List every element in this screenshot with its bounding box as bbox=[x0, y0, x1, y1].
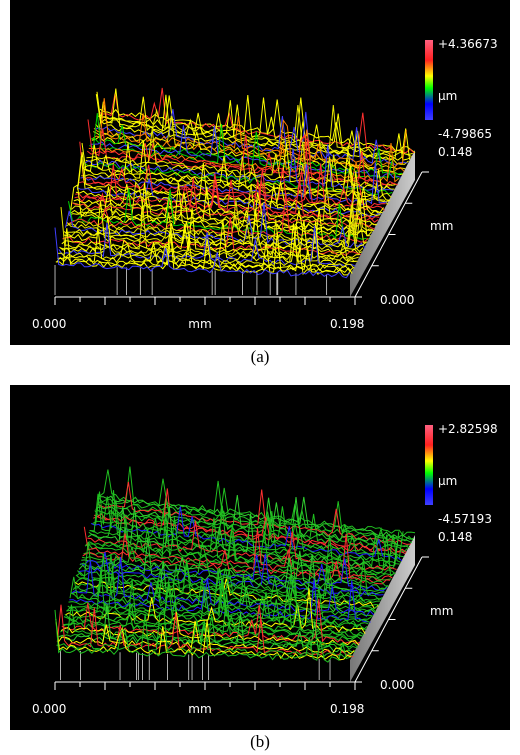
x-unit: mm bbox=[188, 702, 211, 716]
y-unit: mm bbox=[430, 604, 453, 618]
scale-max: +2.82598 bbox=[438, 422, 498, 436]
y-max: 0.148 bbox=[438, 145, 472, 159]
x-min: 0.000 bbox=[32, 702, 66, 716]
color-bar bbox=[425, 40, 433, 120]
x-min: 0.000 bbox=[32, 317, 66, 331]
panel: +4.36673 µm -4.79865 0.148 mm 0.000 0.000 mm 0.1… bbox=[10, 0, 510, 345]
caption: (a) bbox=[251, 347, 270, 366]
scale-min: -4.79865 bbox=[438, 127, 492, 141]
x-unit: mm bbox=[188, 317, 211, 331]
x-max: 0.198 bbox=[330, 702, 364, 716]
scale-max: +4.36673 bbox=[438, 37, 498, 51]
y-min: 0.000 bbox=[380, 293, 414, 307]
color-bar bbox=[425, 425, 433, 505]
y-max: 0.148 bbox=[438, 530, 472, 544]
x-max: 0.198 bbox=[330, 317, 364, 331]
figure: +4.36673 µm -4.79865 0.148 mm 0.000 0.000 mm 0.1… bbox=[0, 0, 520, 755]
scale-unit: µm bbox=[438, 474, 457, 488]
caption: (b) bbox=[250, 732, 270, 751]
y-min: 0.000 bbox=[380, 678, 414, 692]
y-unit: mm bbox=[430, 219, 453, 233]
panel: +2.82598 µm -4.57193 0.148 mm 0.000 0.000 mm 0.1… bbox=[10, 385, 510, 730]
scale-min: -4.57193 bbox=[438, 512, 492, 526]
scale-unit: µm bbox=[438, 89, 457, 103]
